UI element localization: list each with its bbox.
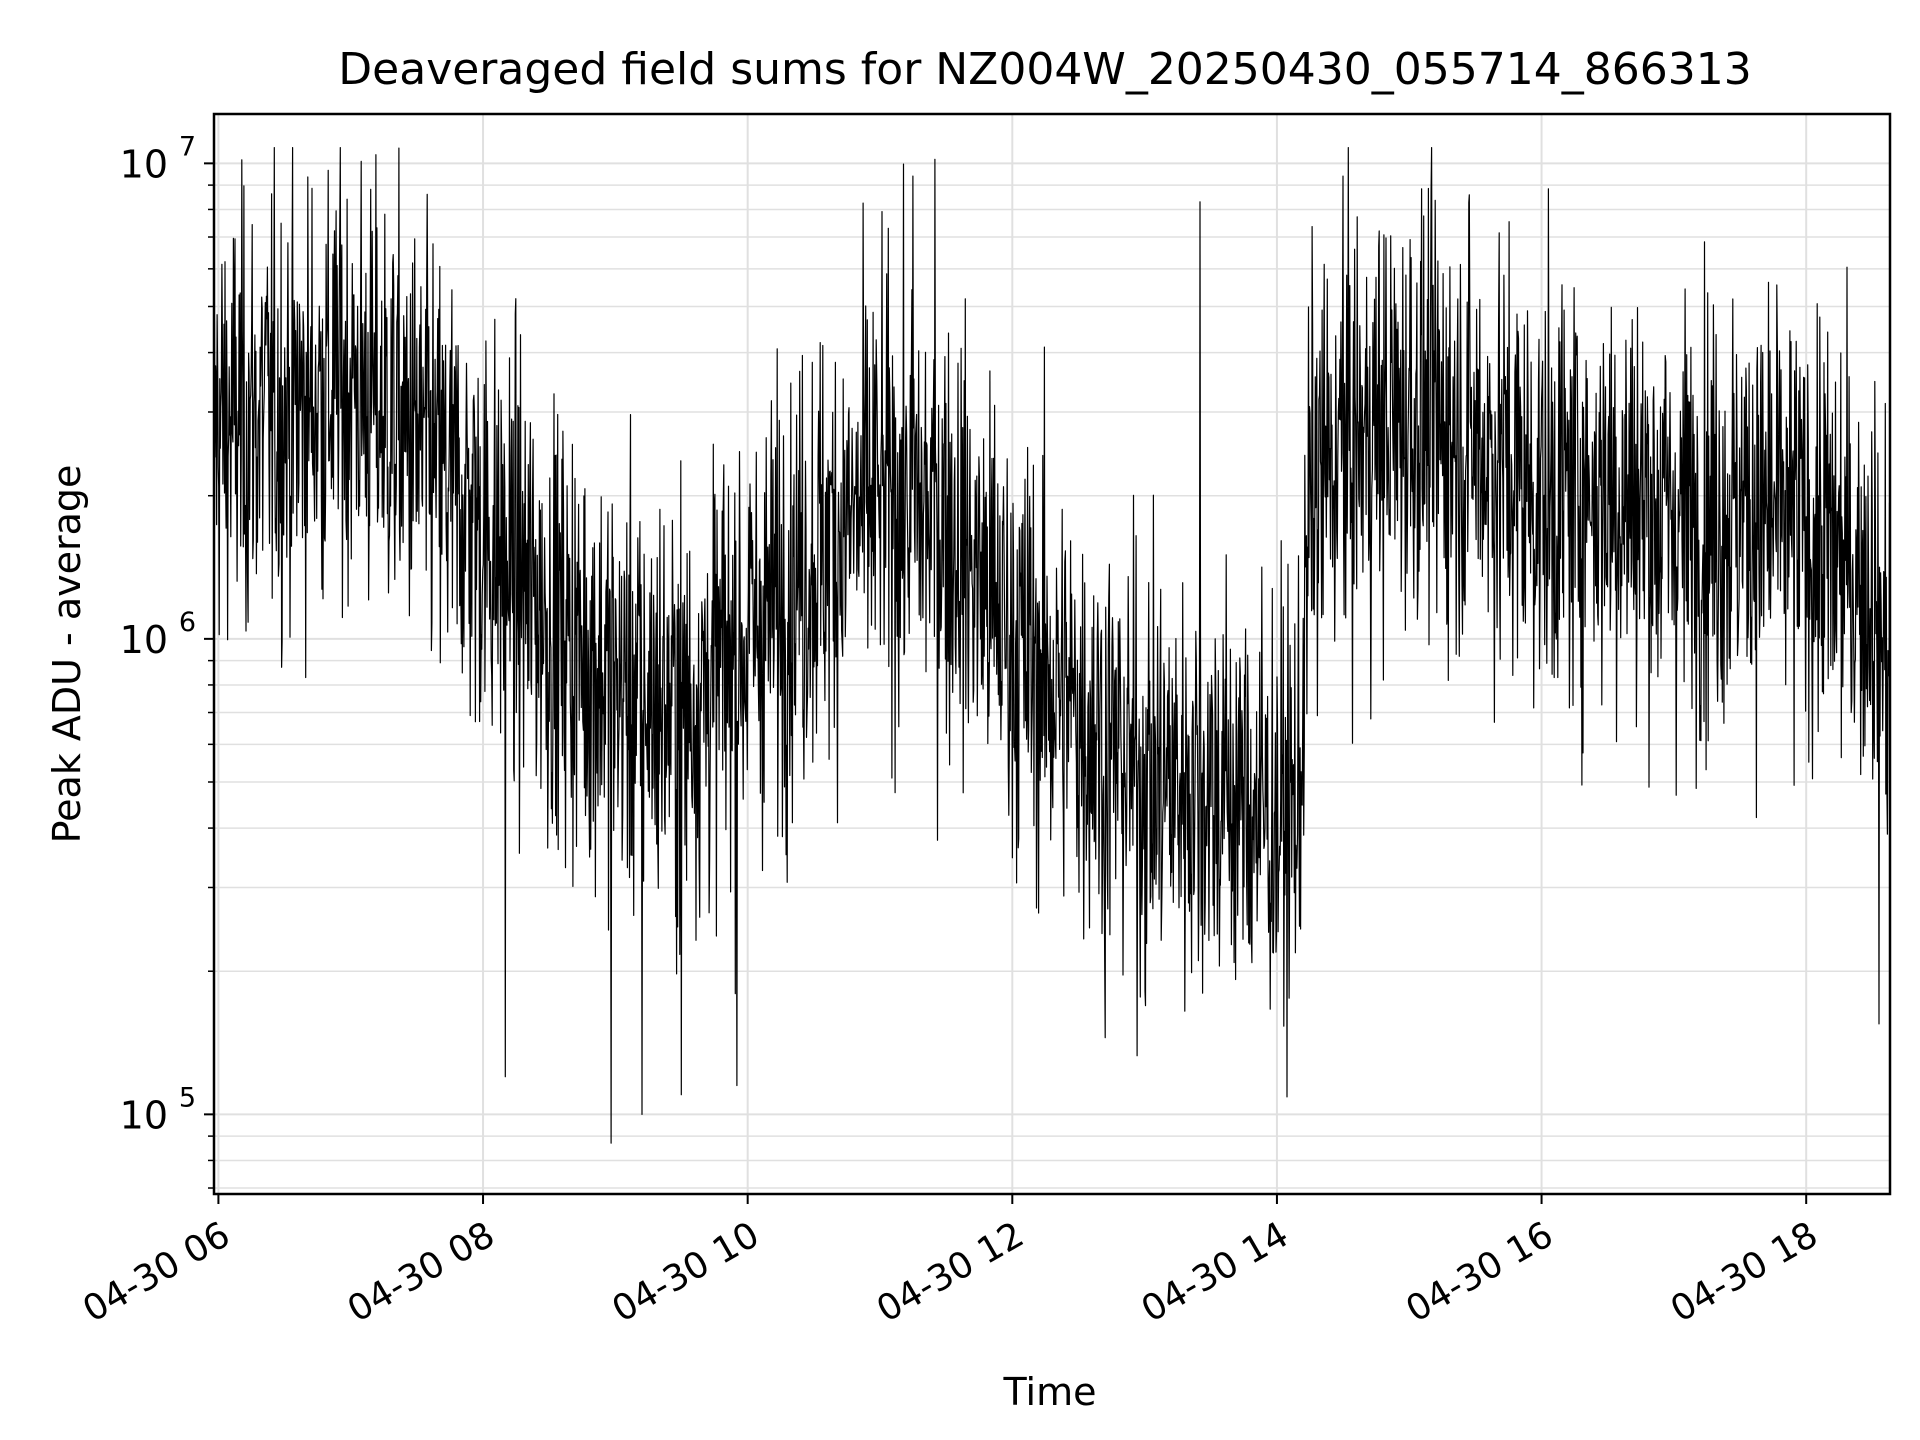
y-axis: 10 5 10 6 10 7 <box>120 131 214 1189</box>
series-group <box>213 147 1891 1144</box>
y-tick-label-exponent: 7 <box>179 131 196 162</box>
y-tick-label: 10 <box>120 618 168 662</box>
chart-title: Deaveraged field sums for NZ004W_2025043… <box>338 44 1751 95</box>
y-tick-label: 10 <box>120 1093 168 1137</box>
y-axis-label: Peak ADU - average <box>45 465 89 844</box>
y-tick-label-base: 10 <box>120 1093 168 1137</box>
y-tick-label-base: 10 <box>120 618 168 662</box>
x-axis-label: Time <box>1003 1370 1097 1414</box>
series-line <box>213 147 1891 1144</box>
y-tick-label: 10 <box>120 142 168 186</box>
plot-frame <box>212 112 1892 1196</box>
y-tick-label-exponent: 6 <box>179 607 196 638</box>
y-tick-label-exponent: 5 <box>179 1082 196 1113</box>
y-tick-label-base: 10 <box>120 142 168 186</box>
